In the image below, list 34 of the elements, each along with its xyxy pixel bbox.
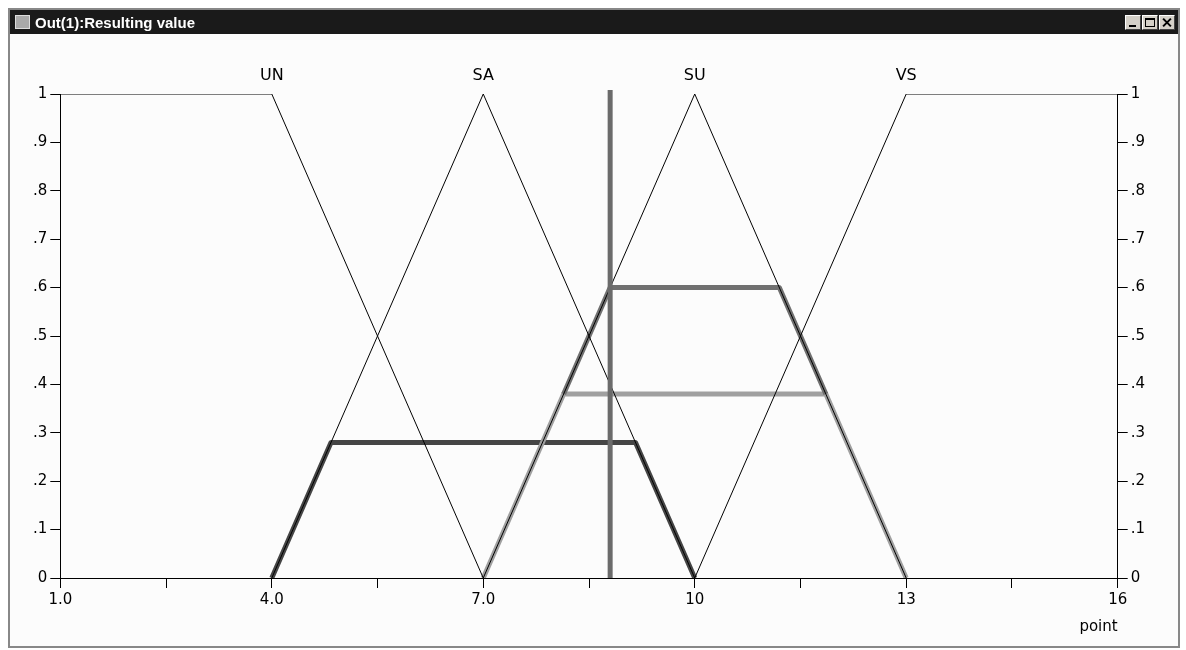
x-tick-label: 4.0 [259, 589, 284, 608]
y2-tick-label: .2 [1130, 471, 1145, 490]
y2-tick-label: 1 [1130, 83, 1141, 102]
y-tick-label: .8 [33, 180, 48, 199]
x-tick-label: 10 [685, 589, 705, 608]
x-axis-title: point [1079, 616, 1118, 635]
series-label: SU [683, 65, 706, 84]
series-label: UN [259, 65, 284, 84]
x-tick-label: 1.0 [48, 589, 73, 608]
y2-tick-label: .1 [1130, 519, 1145, 538]
y-tick-label: .2 [33, 471, 48, 490]
y2-tick-label: .3 [1130, 422, 1145, 441]
y2-tick-label: 0 [1130, 567, 1141, 586]
series-label: VS [895, 65, 917, 84]
y-tick-label: 0 [37, 567, 48, 586]
y2-tick-label: .8 [1130, 180, 1145, 199]
y2-tick-label: .4 [1130, 374, 1145, 393]
x-tick-label: 7.0 [471, 589, 496, 608]
x-tick-label: 13 [896, 589, 916, 608]
y-tick-label: .1 [33, 519, 48, 538]
series-label: SA [472, 65, 495, 84]
y2-tick-label: .9 [1130, 132, 1145, 151]
y2-tick-label: .7 [1130, 229, 1145, 248]
y-tick-label: .6 [33, 277, 48, 296]
x-tick-label: 16 [1108, 589, 1128, 608]
y-tick-label: 1 [37, 83, 48, 102]
y-tick-label: .9 [33, 132, 48, 151]
y-tick-label: .4 [33, 374, 48, 393]
y-tick-label: .7 [33, 229, 48, 248]
y-tick-label: .3 [33, 422, 48, 441]
y2-tick-label: .6 [1130, 277, 1145, 296]
y2-tick-label: .5 [1130, 325, 1145, 344]
y-tick-label: .5 [33, 325, 48, 344]
chart-title: Out(1):Resulting value [35, 13, 196, 31]
